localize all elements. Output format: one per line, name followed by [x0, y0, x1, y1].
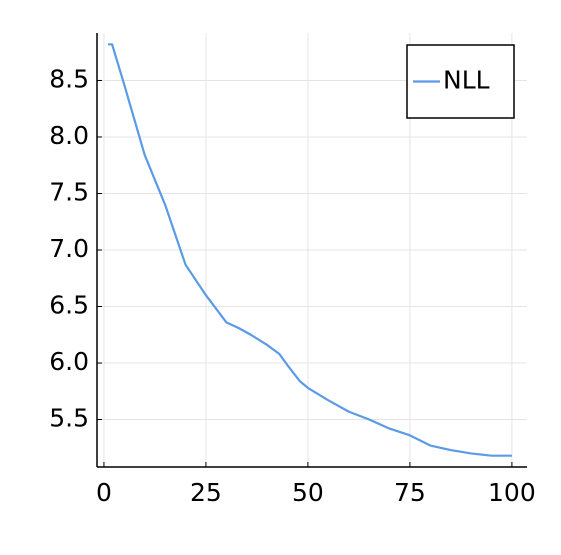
- x-tick-label: 100: [488, 478, 536, 507]
- legend-label: NLL: [443, 66, 490, 95]
- x-tick-label: 0: [96, 478, 112, 507]
- y-tick-label: 6.5: [49, 291, 89, 320]
- y-tick-label: 5.5: [49, 404, 89, 433]
- y-tick-label: 8.0: [49, 121, 89, 150]
- legend: NLL: [406, 44, 515, 119]
- y-tick-label: 6.0: [49, 347, 89, 376]
- x-tick-label: 75: [394, 478, 426, 507]
- x-tick-label: 50: [292, 478, 324, 507]
- y-tick-label: 7.5: [49, 177, 89, 206]
- x-tick-label: 25: [190, 478, 222, 507]
- y-tick-label: 7.0: [49, 234, 89, 263]
- data-line: [108, 43, 512, 457]
- y-tick-label: 8.5: [49, 64, 89, 93]
